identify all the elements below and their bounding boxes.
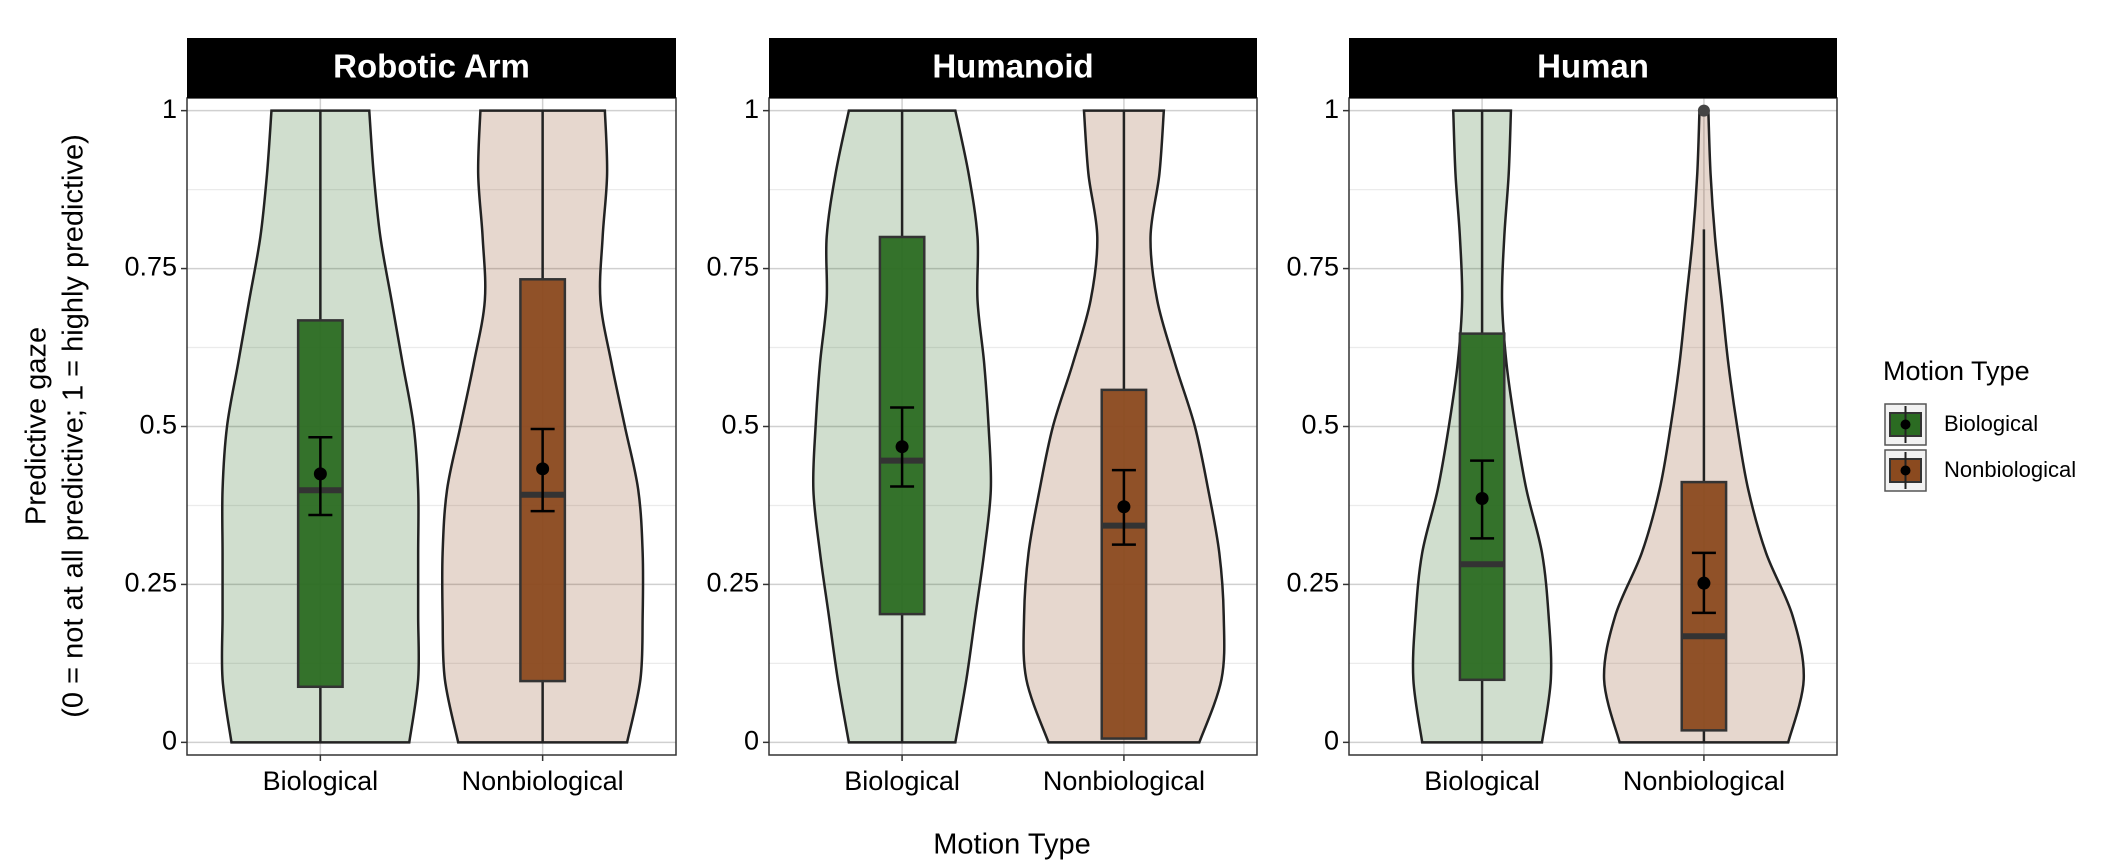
x-tick-label: Nonbiological — [1623, 766, 1785, 796]
strip-title: Humanoid — [932, 48, 1093, 85]
mean-point — [1475, 492, 1489, 506]
y-tick-label: 0.25 — [1286, 568, 1339, 598]
y-tick-label: 0 — [162, 725, 177, 755]
x-tick-label: Biological — [844, 766, 960, 796]
y-tick-label: 0.5 — [721, 410, 759, 440]
x-axis-title: Motion Type — [933, 829, 1090, 861]
strip — [1349, 38, 1837, 98]
strip-title: Robotic Arm — [333, 48, 530, 85]
legend-point — [1900, 465, 1911, 476]
y-tick-label: 0 — [1324, 725, 1339, 755]
y-tick-label: 0 — [744, 725, 759, 755]
mean-point — [536, 462, 550, 476]
y-tick-label: 1 — [1324, 94, 1339, 124]
mean-point — [1697, 576, 1711, 590]
y-tick-label: 0.25 — [706, 568, 759, 598]
y-axis-title: (0 = not at all predictive; 1 = highly p… — [58, 134, 90, 718]
y-tick-label: 0.5 — [139, 410, 177, 440]
legend-label: Biological — [1944, 411, 2038, 436]
y-tick-label: 1 — [744, 94, 759, 124]
strip-title: Human — [1537, 48, 1649, 85]
legend-point — [1900, 419, 1911, 430]
strip — [769, 38, 1257, 98]
y-tick-label: 1 — [162, 94, 177, 124]
mean-point — [313, 467, 327, 481]
y-tick-label: 0.5 — [1301, 410, 1339, 440]
y-tick-label: 0.75 — [124, 252, 177, 282]
y-axis-title: Predictive gaze — [21, 327, 53, 525]
x-tick-label: Biological — [263, 766, 379, 796]
strip — [187, 38, 676, 98]
box — [1100, 388, 1148, 740]
y-tick-label: 0.75 — [706, 252, 759, 282]
mean-point — [1117, 500, 1131, 514]
outlier — [1697, 104, 1710, 117]
mean-point — [895, 440, 909, 454]
y-tick-label: 0.75 — [1286, 252, 1339, 282]
x-tick-label: Nonbiological — [462, 766, 624, 796]
x-tick-label: Nonbiological — [1043, 766, 1205, 796]
x-tick-label: Biological — [1424, 766, 1540, 796]
legend-label: Nonbiological — [1944, 457, 2076, 482]
legend-title: Motion Type — [1883, 356, 2030, 386]
y-tick-label: 0.25 — [124, 568, 177, 598]
